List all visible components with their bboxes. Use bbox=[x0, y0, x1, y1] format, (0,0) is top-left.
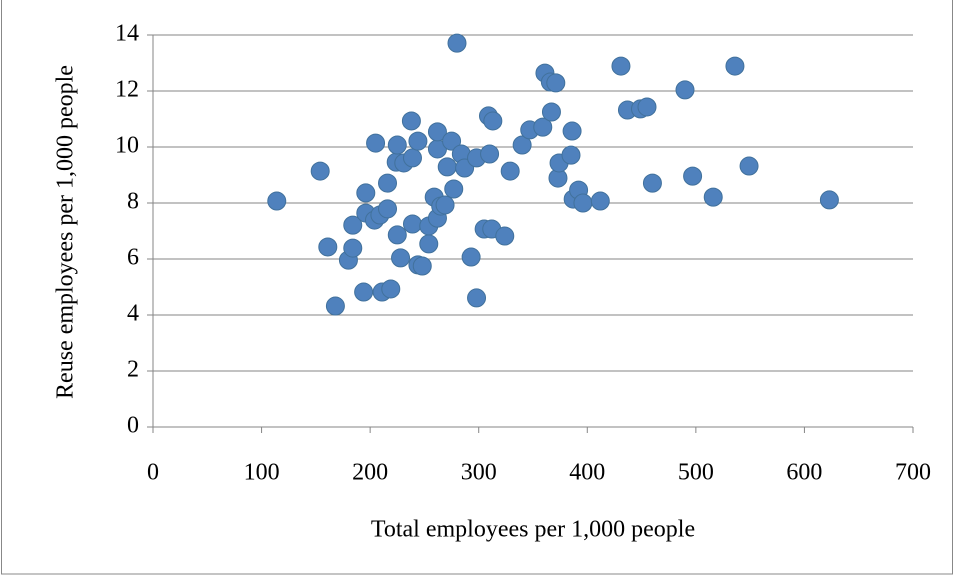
y-tick-label: 12 bbox=[115, 77, 139, 103]
scatter-point bbox=[401, 111, 421, 131]
x-tick-label: 700 bbox=[895, 460, 931, 486]
scatter-point bbox=[435, 195, 455, 215]
scatter-point bbox=[480, 144, 500, 164]
scatter-point bbox=[541, 102, 561, 122]
scatter-point bbox=[447, 33, 467, 53]
scatter-point bbox=[381, 279, 401, 299]
y-tick-label: 8 bbox=[127, 189, 139, 215]
x-tick-label: 300 bbox=[461, 460, 497, 486]
scatter-point bbox=[343, 215, 363, 235]
scatter-point bbox=[739, 156, 759, 176]
scatter-point bbox=[703, 187, 723, 207]
scatter-point bbox=[310, 161, 330, 181]
scatter-point bbox=[546, 73, 566, 93]
scatter-point bbox=[819, 190, 839, 210]
scatter-point bbox=[391, 248, 411, 268]
scatter-point bbox=[437, 157, 457, 177]
scatter-point bbox=[725, 56, 745, 76]
scatter-point bbox=[267, 191, 287, 211]
scatter-point bbox=[467, 288, 487, 308]
scatter-point bbox=[408, 131, 428, 151]
scatter-point bbox=[427, 122, 447, 142]
scatter-point bbox=[402, 148, 422, 168]
scatter-point bbox=[366, 133, 386, 153]
scatter-point bbox=[562, 121, 582, 141]
scatter-point bbox=[412, 256, 432, 276]
x-axis-label: Total employees per 1,000 people bbox=[371, 517, 695, 543]
y-tick-label: 6 bbox=[127, 245, 139, 271]
scatter-point bbox=[561, 145, 581, 165]
scatter-point bbox=[637, 97, 657, 117]
y-tick-label: 0 bbox=[127, 413, 139, 439]
y-tick-label: 10 bbox=[115, 133, 139, 159]
scatter-point bbox=[378, 173, 398, 193]
x-tick-label: 500 bbox=[678, 460, 714, 486]
scatter-point bbox=[500, 161, 520, 181]
x-tick-label: 600 bbox=[786, 460, 822, 486]
x-tick-label: 200 bbox=[352, 460, 388, 486]
scatter-point bbox=[318, 237, 338, 257]
x-tick-label: 100 bbox=[244, 460, 280, 486]
scatter-point bbox=[512, 135, 532, 155]
scatter-point bbox=[683, 166, 703, 186]
scatter-point bbox=[533, 117, 553, 137]
scatter-point bbox=[642, 173, 662, 193]
scatter-point bbox=[419, 234, 439, 254]
scatter-point bbox=[675, 80, 695, 100]
scatter-point bbox=[590, 191, 610, 211]
x-tick-label: 400 bbox=[569, 460, 605, 486]
y-axis-label: Reuse employees per 1,000 people bbox=[53, 65, 79, 399]
scatter-point bbox=[343, 238, 363, 258]
scatter-point bbox=[611, 56, 631, 76]
scatter-point bbox=[442, 131, 462, 151]
scatter-point bbox=[387, 135, 407, 155]
y-tick-label: 14 bbox=[115, 21, 139, 47]
scatter-point bbox=[325, 296, 345, 316]
x-tick-label: 0 bbox=[147, 460, 159, 486]
scatter-point bbox=[495, 226, 515, 246]
scatter-point bbox=[483, 111, 503, 131]
scatter-point bbox=[444, 179, 464, 199]
scatter-point bbox=[354, 282, 374, 302]
scatter-point bbox=[461, 247, 481, 267]
y-tick-label: 2 bbox=[127, 357, 139, 383]
scatter-point bbox=[387, 225, 407, 245]
scatter-point bbox=[356, 183, 376, 203]
y-tick-label: 4 bbox=[127, 301, 139, 327]
scatter-point bbox=[402, 214, 422, 234]
scatter-point bbox=[573, 193, 593, 213]
scatter-point bbox=[378, 199, 398, 219]
